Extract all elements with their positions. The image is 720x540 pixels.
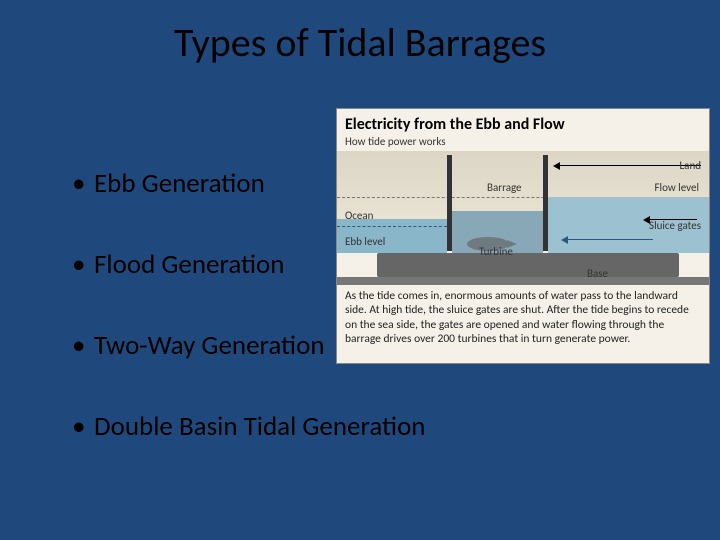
- flow-arrow-turbine: [567, 239, 653, 240]
- label-ocean: Ocean: [345, 209, 373, 222]
- label-flow-level: Flow level: [655, 181, 700, 194]
- label-sluice-gates: Sluice gates: [649, 219, 701, 232]
- diagram-caption: As the tide comes in, enormous amounts o…: [345, 289, 701, 347]
- diagram-title: Electricity from the Ebb and Flow: [345, 115, 565, 134]
- barrage-right-wall: [543, 155, 548, 251]
- label-base: Base: [587, 267, 608, 280]
- label-barrage: Barrage: [487, 181, 522, 194]
- barrage-base: [377, 253, 679, 277]
- ebb-level-line: [337, 226, 447, 227]
- label-ebb-level: Ebb level: [345, 235, 385, 248]
- bullet-double-basin: Double Basin Tidal Generation: [72, 410, 426, 443]
- barrage-diagram: Electricity from the Ebb and Flow How ti…: [336, 108, 710, 364]
- label-land: Land: [680, 159, 701, 172]
- diagram-subtitle: How tide power works: [345, 135, 446, 148]
- label-turbine: Turbine: [479, 245, 513, 258]
- barrage-left-wall: [447, 155, 452, 251]
- seabed: [337, 277, 709, 285]
- slide-title: Types of Tidal Barrages: [0, 18, 720, 67]
